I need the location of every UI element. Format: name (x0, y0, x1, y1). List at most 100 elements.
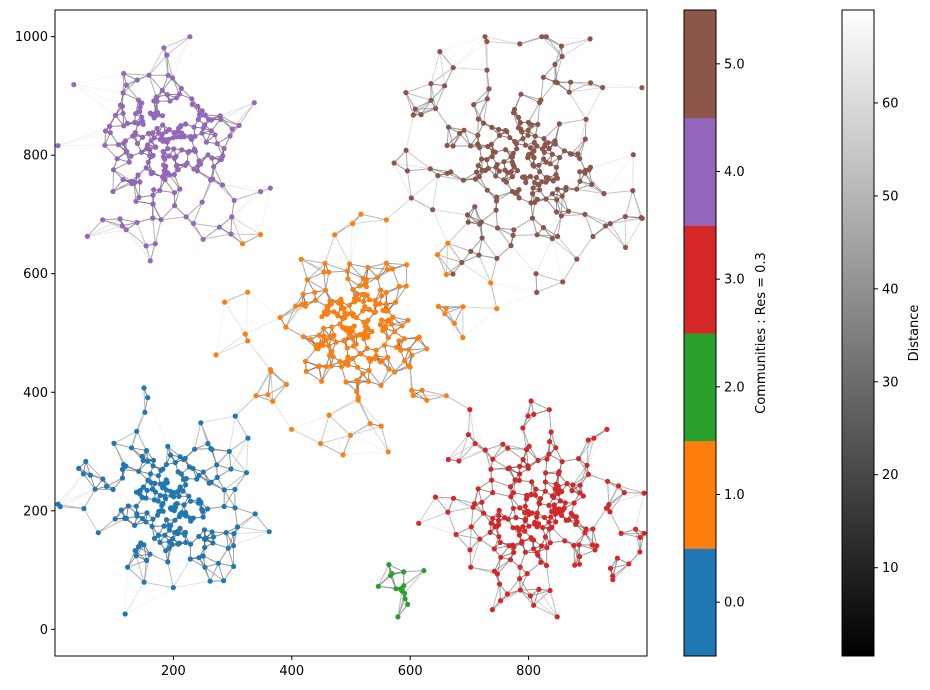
network-edge (470, 237, 483, 252)
network-node (472, 176, 479, 182)
network-edge (347, 270, 364, 279)
network-edge (444, 306, 464, 315)
network-node (151, 187, 157, 193)
network-node (516, 532, 523, 538)
network-node (331, 332, 337, 338)
network-edge (57, 125, 110, 147)
network-edge (303, 334, 320, 338)
network-edge (446, 127, 449, 146)
network-node (543, 196, 549, 202)
network-node (150, 201, 156, 207)
network-edge (447, 506, 474, 513)
network-node (231, 197, 237, 203)
network-node (557, 498, 564, 504)
network-node (354, 291, 360, 297)
network-node (135, 172, 141, 178)
network-edge (380, 371, 395, 386)
network-edge (405, 92, 416, 110)
network-node (337, 358, 343, 365)
network-node (143, 448, 150, 454)
network-node (338, 364, 345, 370)
network-edge (87, 219, 104, 237)
network-edge (385, 197, 412, 221)
network-node (173, 163, 179, 169)
network-node (123, 149, 129, 155)
network-node (540, 525, 546, 531)
network-node (503, 147, 509, 153)
network-node (432, 494, 439, 500)
network-edge (233, 531, 270, 535)
network-node (321, 309, 327, 315)
network-edge (148, 75, 157, 98)
network-edge (541, 36, 563, 57)
network-node (151, 497, 157, 503)
network-edge (255, 395, 273, 402)
network-node (140, 484, 147, 490)
network-edge (73, 84, 124, 94)
network-node (349, 311, 355, 317)
network-node (153, 110, 159, 116)
network-edge (190, 558, 206, 568)
network-node (421, 568, 427, 574)
network-node (229, 214, 235, 220)
network-node (172, 517, 178, 523)
network-node (443, 271, 449, 278)
network-node (243, 470, 250, 476)
network-edge (492, 443, 504, 460)
network-edge (207, 506, 225, 510)
network-node (151, 115, 157, 121)
network-node (321, 325, 327, 331)
network-edge (548, 409, 552, 433)
network-node (134, 140, 141, 147)
network-node (633, 526, 639, 532)
network-node (525, 413, 531, 419)
network-node (383, 260, 389, 266)
network-node (144, 510, 150, 516)
network-edge (324, 262, 348, 272)
network-node (453, 531, 459, 538)
network-node (360, 299, 366, 305)
network-edge (231, 191, 261, 218)
network-node (484, 38, 490, 45)
network-node (536, 187, 543, 193)
network-node (232, 413, 238, 419)
network-node (133, 111, 139, 117)
network-node (358, 211, 364, 217)
network-node (136, 194, 142, 200)
network-node (575, 151, 581, 157)
network-node (385, 335, 391, 341)
network-node (472, 204, 478, 210)
network-node (195, 103, 201, 109)
network-node (507, 484, 514, 490)
network-node (406, 347, 412, 353)
network-edge (174, 205, 194, 224)
network-edge (608, 492, 645, 506)
network-edge (624, 190, 634, 217)
network-node (396, 338, 402, 344)
network-node (445, 509, 451, 515)
network-edge (233, 513, 256, 534)
network-node (160, 485, 166, 491)
network-node (363, 281, 369, 287)
network-node (112, 516, 118, 522)
network-edge (578, 544, 596, 551)
network-node (525, 127, 531, 133)
network-node (437, 49, 443, 55)
network-edge (172, 77, 180, 95)
network-node (373, 353, 379, 359)
network-edge (228, 451, 247, 474)
network-node (496, 168, 502, 174)
network-edge (85, 461, 104, 480)
network-edge (219, 115, 240, 126)
network-edge (592, 528, 598, 546)
network-node (574, 186, 580, 192)
network-node (327, 333, 333, 339)
network-node (544, 456, 550, 462)
network-node (554, 186, 561, 192)
network-node (496, 132, 503, 139)
network-node (392, 329, 398, 335)
network-node (572, 562, 578, 568)
network-edge (350, 425, 382, 436)
network-edge (473, 88, 490, 105)
network-node (384, 266, 390, 272)
